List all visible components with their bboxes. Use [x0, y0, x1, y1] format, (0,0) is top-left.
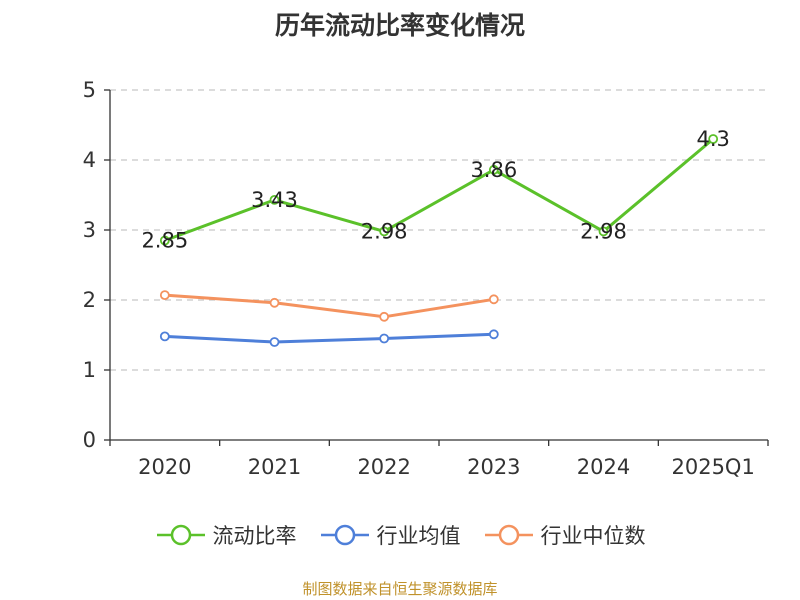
data-point: [379, 333, 390, 344]
data-label-layer: 2.85 3.43 2.98 3.86 2.98 4.3: [141, 127, 729, 253]
legend-item[interactable]: 流动比率: [155, 520, 297, 550]
series-line: [164, 332, 494, 344]
data-point: [159, 290, 170, 301]
data-point: [488, 164, 499, 175]
data-point: [379, 226, 390, 237]
x-tick-label: 2020: [138, 455, 191, 479]
data-label: 3.86: [470, 158, 517, 182]
grid-layer: [110, 89, 768, 371]
data-point: [598, 226, 609, 237]
series-layer: [159, 134, 719, 347]
legend-label: 行业中位数: [540, 524, 646, 548]
data-point: [159, 331, 170, 342]
legend-item[interactable]: 行业中位数: [483, 520, 646, 550]
y-tick-label: 3: [83, 218, 96, 242]
data-point: [269, 297, 280, 308]
legend-marker-icon: [484, 524, 533, 546]
legend-marker-icon: [156, 524, 205, 546]
legend: 流动比率 行业均值 行业中位数: [0, 520, 800, 550]
data-point: [488, 294, 499, 305]
x-tick-label: 2024: [577, 455, 630, 479]
data-point: [379, 311, 390, 322]
data-label: 3.43: [251, 188, 298, 212]
x-tick-label: 2023: [467, 455, 520, 479]
x-tick-label: 2022: [357, 455, 410, 479]
x-tick-label: 2025Q1: [671, 455, 754, 479]
data-label: 4.3: [696, 127, 729, 151]
y-tick-label: 4: [83, 148, 96, 172]
y-tick-label: 2: [83, 288, 96, 312]
data-point: [269, 194, 280, 205]
legend-marker-icon: [320, 524, 369, 546]
series-line: [164, 293, 495, 319]
legend-label: 流动比率: [212, 524, 297, 548]
data-label: 2.85: [141, 229, 188, 253]
source-note: 制图数据来自恒生聚源数据库: [302, 580, 498, 598]
data-point: [488, 329, 499, 340]
x-tick-label: 2021: [248, 455, 301, 479]
axis-layer: 0 1 2 3 4 5 2020 2021 2022 2023 2024 2025Q1: [83, 78, 769, 479]
series-line: [164, 137, 715, 242]
legend-item[interactable]: 行业均值: [319, 520, 461, 550]
y-tick-label: 5: [83, 78, 96, 102]
chart-title: 历年流动比率变化情况: [274, 11, 525, 40]
y-tick-label: 1: [83, 358, 96, 382]
y-tick-label: 0: [83, 428, 96, 452]
data-label: 2.98: [580, 219, 627, 243]
legend-label: 行业均值: [376, 524, 461, 548]
data-point: [159, 235, 170, 246]
data-label: 2.98: [361, 219, 408, 243]
data-point: [269, 337, 280, 347]
data-point: [708, 134, 719, 144]
